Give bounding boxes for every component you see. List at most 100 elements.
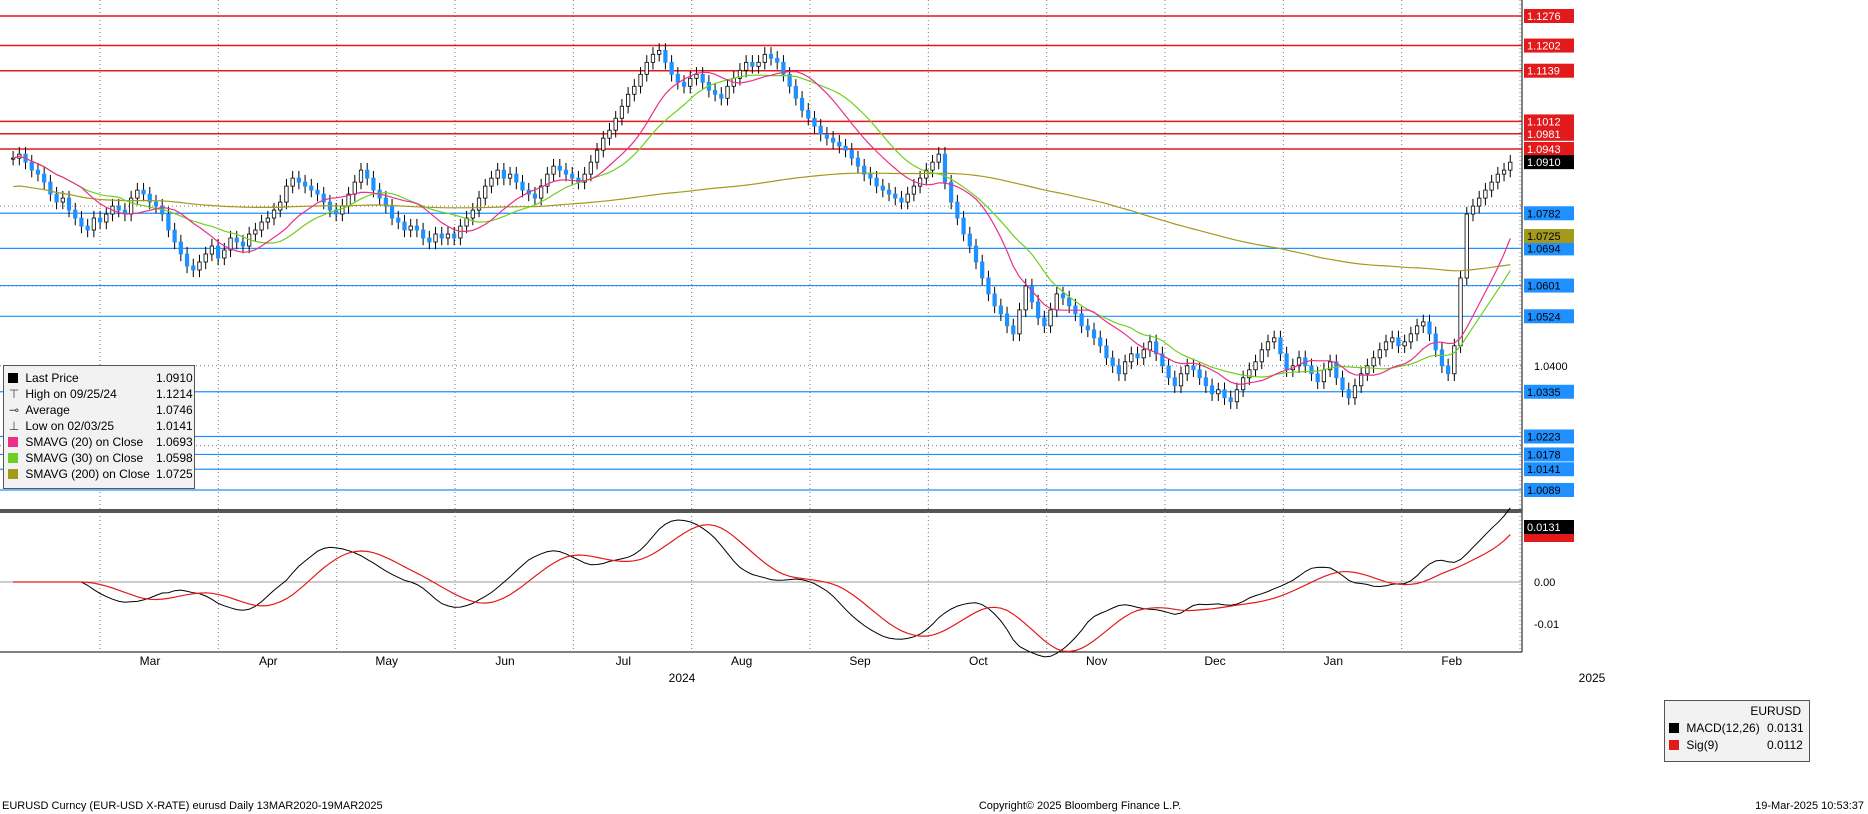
candle-body: [104, 213, 109, 223]
candle-body: [489, 177, 494, 187]
year-label: 2025: [1579, 671, 1606, 685]
macd-legend-title: EURUSD: [1750, 704, 1801, 718]
candle-body: [1197, 369, 1202, 379]
legend-label: Sig(9): [1686, 738, 1719, 752]
candle-body: [793, 85, 798, 99]
candle-body: [1172, 377, 1177, 387]
candle-body: [812, 117, 817, 127]
candle-body: [768, 53, 774, 59]
footer-left: EURUSD Curncy (EUR-USD X-RATE) eurusd Da…: [2, 800, 383, 812]
candle-body: [464, 217, 469, 227]
candle-body: [899, 197, 904, 203]
macd-tick-label: 0.00: [1534, 577, 1555, 589]
candle-body: [54, 193, 59, 203]
candle-body: [439, 233, 444, 239]
support-tag-bg: [1524, 384, 1574, 399]
candle-body: [1091, 329, 1097, 339]
candle-body: [663, 49, 668, 63]
candle-body: [1122, 361, 1128, 375]
resistance-tag: 1.1012: [1527, 116, 1561, 128]
candle-body: [756, 61, 761, 67]
candle-body: [961, 217, 966, 235]
support-tag: 1.0089: [1527, 485, 1561, 497]
x-tick-label: May: [375, 654, 398, 668]
candle-body: [588, 161, 593, 175]
candle-body: [1253, 361, 1258, 371]
candle-body: [383, 197, 388, 207]
candle-body: [191, 265, 196, 271]
candle-body: [1104, 345, 1109, 359]
support-tag-bg: [1524, 429, 1574, 444]
candle-body: [1346, 389, 1351, 399]
support-tag: 1.0178: [1527, 449, 1561, 461]
candle-body: [1036, 301, 1041, 319]
candle-body: [1296, 357, 1302, 367]
candle-body: [216, 245, 221, 259]
last-price-swatch: [8, 373, 18, 383]
candle-body: [1439, 349, 1445, 367]
candle-body: [402, 221, 407, 231]
candle-body: [601, 137, 606, 151]
candle-body: [66, 197, 72, 211]
candle-body: [762, 53, 767, 63]
legend-row-signal: Sig(9) 0.0112: [1669, 738, 1803, 753]
candle-body: [240, 241, 246, 247]
candle-body: [1116, 365, 1121, 375]
candle-body: [936, 153, 941, 163]
candle-body: [79, 217, 84, 227]
macd-tag-bg: [1524, 520, 1574, 534]
candle-body: [290, 177, 295, 187]
x-tick-label: Apr: [259, 654, 278, 668]
macd-tag: 0.0131: [1527, 522, 1561, 534]
candle-body: [787, 73, 792, 87]
candle-body: [91, 217, 96, 231]
legend-value: 1.1214: [156, 387, 193, 401]
candle-body: [73, 209, 78, 219]
candle-body: [427, 237, 432, 243]
candle-body: [315, 189, 320, 195]
candle-body: [992, 293, 997, 307]
resistance-tag: 1.1139: [1527, 66, 1560, 78]
candle-body: [514, 173, 519, 183]
candle-body: [1489, 181, 1494, 191]
candle-body: [309, 185, 314, 191]
candle-body: [1234, 389, 1240, 403]
candle-body: [1315, 373, 1320, 383]
candle-body: [986, 277, 991, 295]
candle-body: [1377, 349, 1382, 359]
candle-body: [172, 229, 177, 243]
candle-body: [433, 233, 438, 243]
candle-body: [781, 61, 786, 75]
candle-body: [153, 201, 159, 207]
candle-body: [837, 141, 842, 147]
candle-body: [265, 217, 270, 223]
candle-body: [570, 173, 575, 179]
candle-body: [613, 117, 618, 131]
legend-row-sma20: SMAVG (20) on Close 1.0693: [6, 435, 193, 450]
candle-body: [278, 201, 283, 211]
candle-body: [607, 129, 612, 139]
candle-body: [576, 177, 581, 183]
candle-body: [744, 61, 749, 71]
candle-body: [253, 229, 258, 235]
candle-body: [911, 185, 916, 195]
candle-body: [818, 125, 823, 135]
candle-body: [1129, 353, 1134, 363]
legend-value: 1.0141: [156, 419, 193, 433]
candle-body: [520, 181, 525, 191]
x-tick-label: Nov: [1086, 654, 1107, 668]
candle-body: [421, 229, 426, 239]
resistance-tag-bg: [1524, 114, 1574, 129]
candle-body: [849, 149, 854, 159]
year-label: 2024: [669, 671, 696, 685]
candle-body: [1185, 365, 1190, 375]
candle-body: [1446, 365, 1451, 375]
legend-label: MACD(12,26): [1686, 721, 1760, 735]
candle-body: [694, 73, 699, 79]
legend-label: Average: [25, 403, 70, 417]
candle-body: [855, 157, 861, 167]
candle-body: [1272, 337, 1277, 343]
x-tick-label: Jan: [1324, 654, 1343, 668]
legend-label: SMAVG (20) on Close: [25, 435, 144, 449]
legend-value: 0.0131: [1767, 721, 1804, 735]
